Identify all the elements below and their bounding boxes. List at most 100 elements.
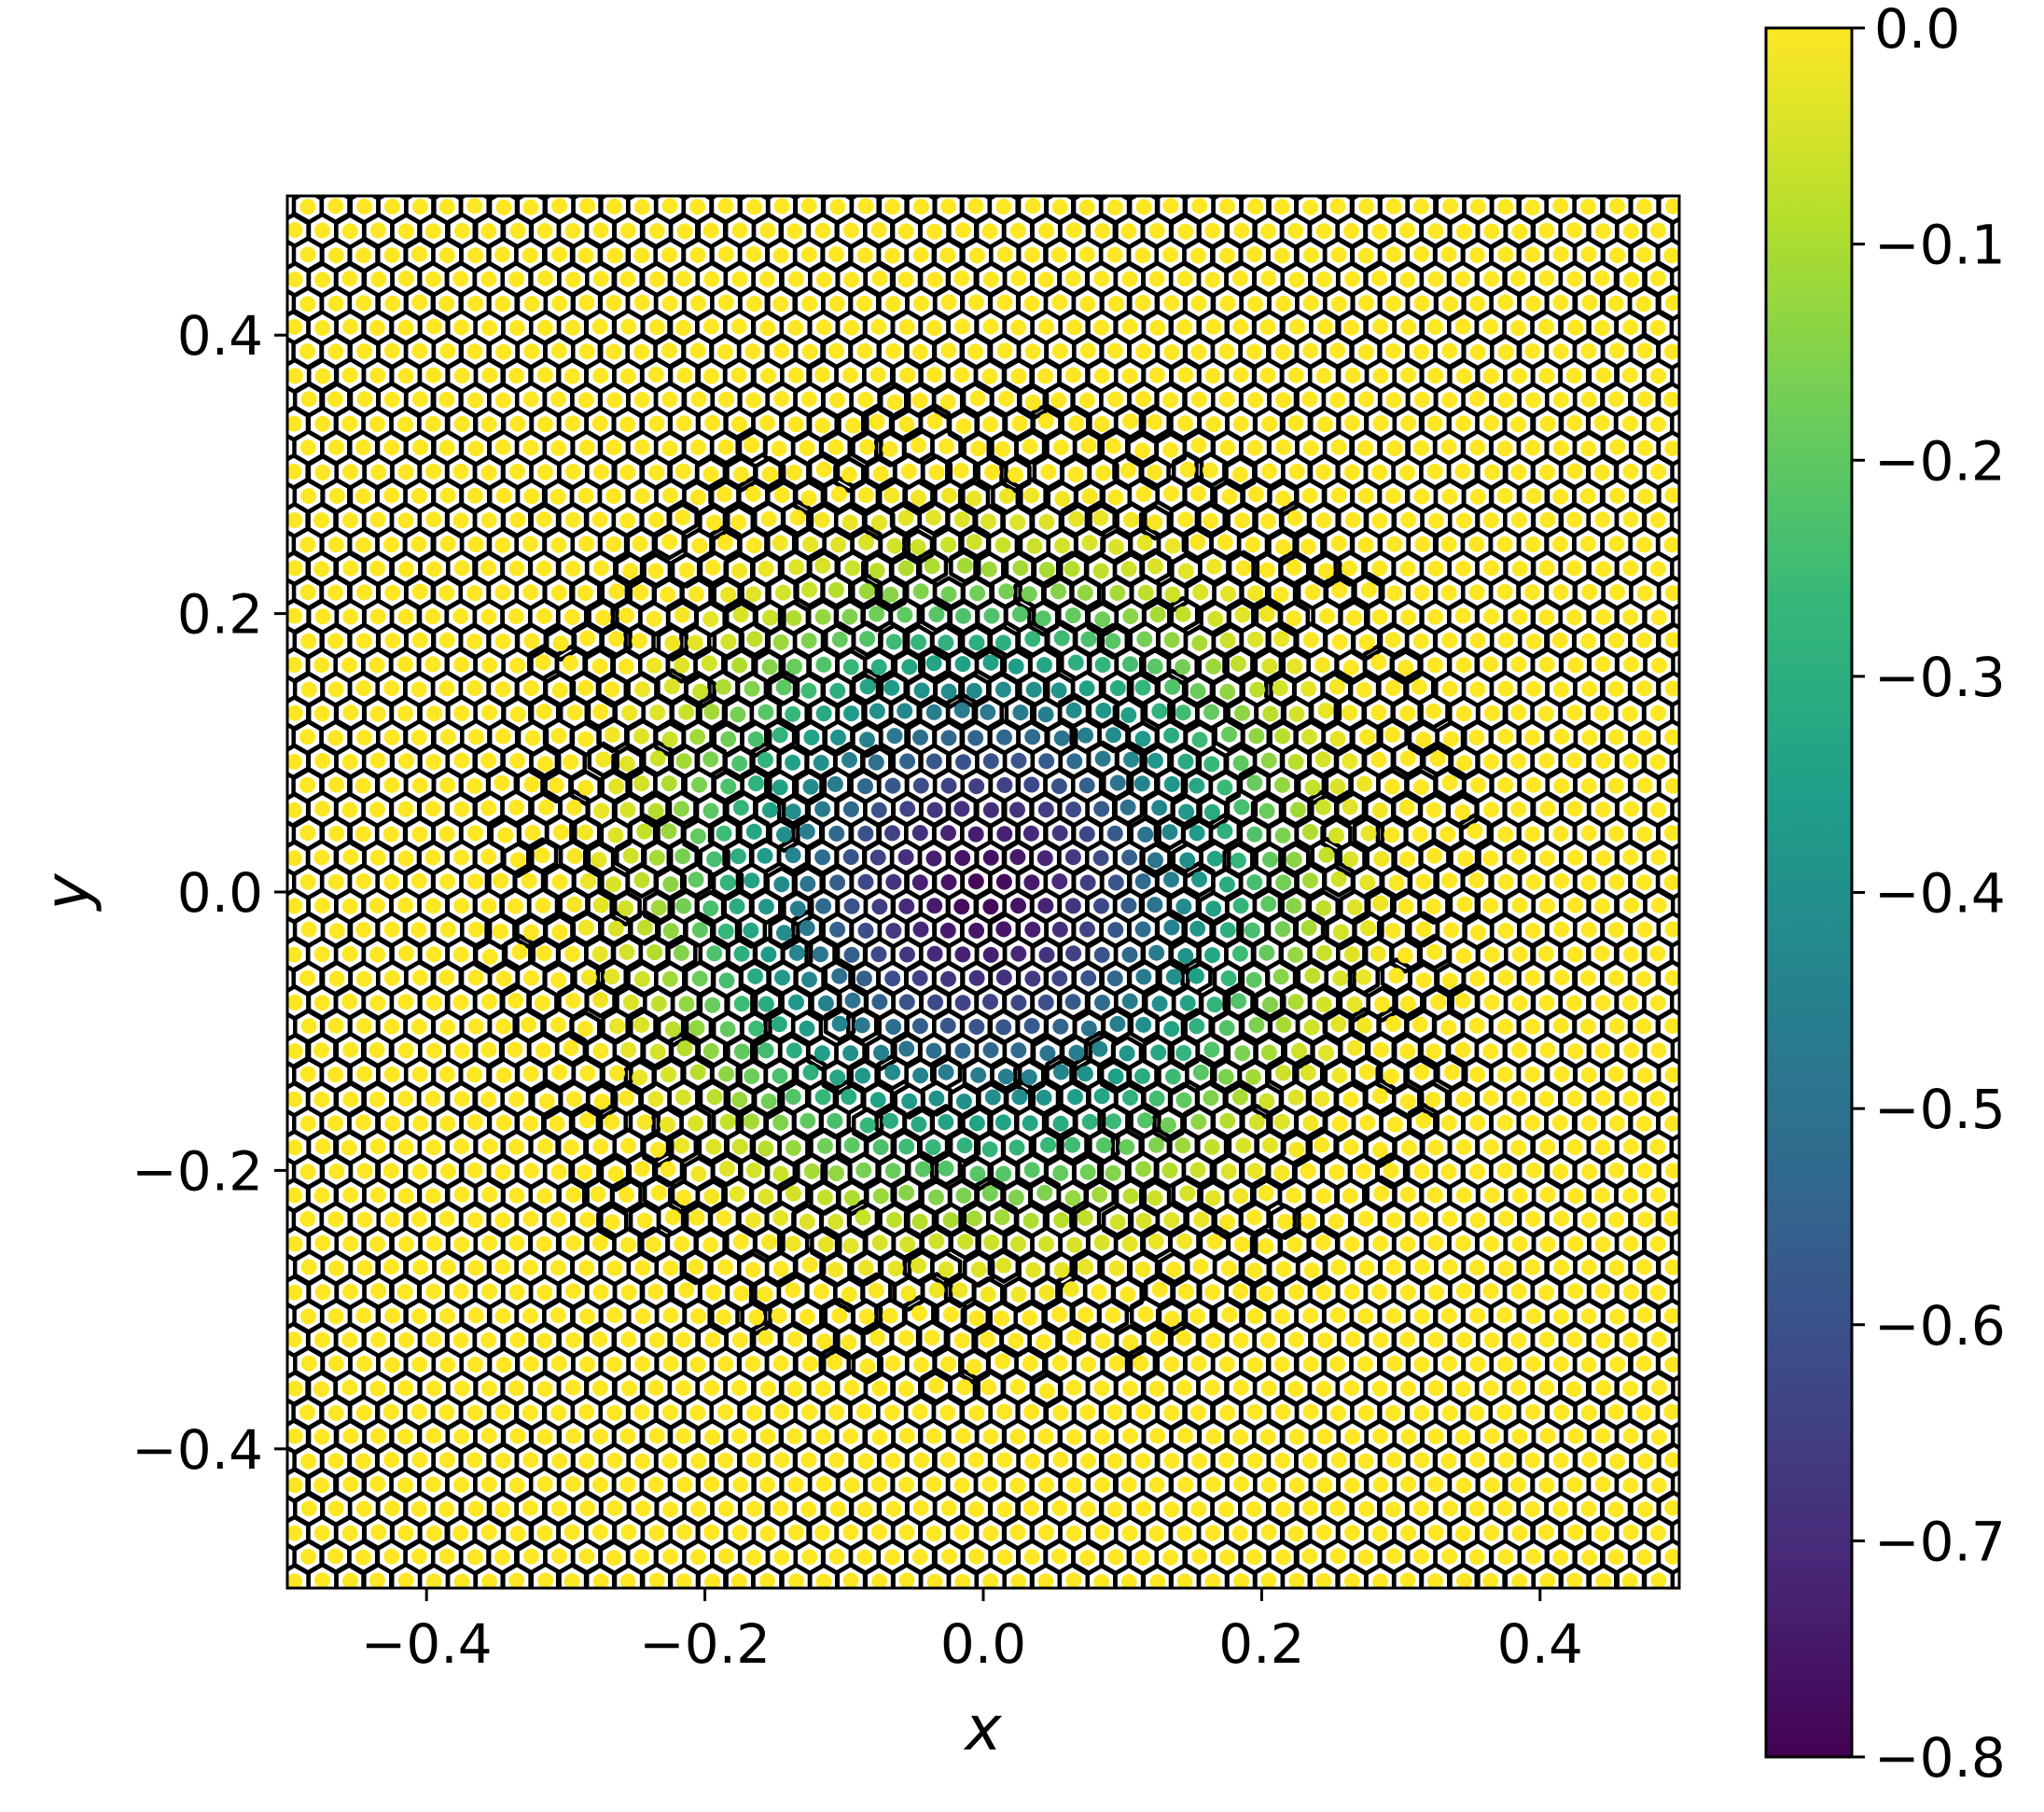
data-point <box>424 1188 441 1205</box>
data-point <box>1163 632 1180 648</box>
data-point <box>788 944 805 961</box>
data-point <box>1038 1525 1055 1540</box>
data-point <box>1566 946 1583 963</box>
data-point <box>566 704 583 721</box>
data-point <box>701 655 717 672</box>
data-point <box>939 1404 956 1421</box>
data-point <box>1483 1187 1500 1204</box>
data-point <box>535 654 551 671</box>
data-point <box>773 1452 790 1469</box>
data-point <box>523 1548 539 1565</box>
data-point <box>967 1452 984 1469</box>
data-point <box>1177 948 1194 964</box>
data-point <box>1149 606 1166 623</box>
data-point <box>398 945 414 962</box>
data-point <box>1636 1211 1653 1228</box>
data-point <box>411 969 428 986</box>
data-point <box>938 634 954 651</box>
data-point <box>1371 608 1388 625</box>
voronoi-cell <box>1392 1083 1425 1121</box>
data-point <box>578 1112 595 1129</box>
data-point <box>579 873 596 889</box>
data-point <box>1454 1526 1471 1541</box>
data-point <box>1133 775 1150 792</box>
data-point <box>1468 872 1485 889</box>
data-point <box>1066 1236 1083 1253</box>
data-point <box>383 969 400 986</box>
data-point <box>300 1453 317 1470</box>
data-point <box>368 801 385 818</box>
data-point <box>424 1091 441 1108</box>
data-point <box>1302 1115 1319 1132</box>
data-point <box>1079 874 1096 891</box>
data-point <box>425 1428 442 1444</box>
data-point <box>549 1115 565 1132</box>
data-point <box>816 1137 833 1154</box>
data-point <box>327 1405 344 1421</box>
data-point <box>801 1549 818 1566</box>
data-point <box>507 1041 523 1058</box>
data-point <box>1300 1065 1316 1081</box>
data-point <box>1232 1188 1249 1205</box>
data-point <box>287 657 302 673</box>
data-point <box>1258 1238 1274 1255</box>
data-point <box>1066 1329 1082 1345</box>
data-point <box>1330 1259 1347 1275</box>
data-point <box>1287 994 1304 1011</box>
data-point <box>1262 1137 1278 1153</box>
data-point <box>745 586 762 603</box>
data-point <box>1342 851 1359 868</box>
data-point <box>1079 1453 1096 1470</box>
data-point <box>522 584 539 601</box>
data-point <box>1161 824 1178 841</box>
data-point <box>467 969 484 986</box>
data-point <box>650 996 667 1012</box>
data-point <box>1415 732 1432 748</box>
data-point <box>1636 730 1653 746</box>
data-point <box>1567 1283 1584 1300</box>
data-point <box>300 1018 317 1035</box>
data-point <box>355 1114 371 1131</box>
data-point <box>955 1094 972 1109</box>
data-point <box>1147 1234 1164 1250</box>
data-point <box>342 1428 359 1444</box>
data-point <box>1134 1549 1151 1566</box>
data-point <box>1219 683 1236 700</box>
data-point <box>773 876 790 893</box>
data-point <box>1373 1185 1390 1202</box>
data-point <box>982 654 999 671</box>
data-point <box>1221 726 1237 743</box>
data-point <box>799 1213 815 1230</box>
data-point <box>1343 1525 1360 1541</box>
data-point <box>1106 970 1123 987</box>
data-point <box>925 1476 942 1493</box>
data-point <box>731 1525 748 1541</box>
data-point <box>1483 704 1500 721</box>
data-point <box>356 1163 373 1179</box>
data-point <box>287 1139 303 1156</box>
data-point <box>563 1139 579 1156</box>
data-point <box>869 703 885 719</box>
data-point <box>552 824 569 841</box>
data-point <box>299 776 315 793</box>
data-point <box>580 969 597 986</box>
data-point <box>787 1476 804 1493</box>
data-point <box>1607 922 1624 939</box>
data-point <box>650 1185 667 1201</box>
data-point <box>1579 969 1596 986</box>
data-point <box>452 1332 469 1348</box>
data-point <box>759 1476 775 1493</box>
data-point <box>1609 1356 1626 1373</box>
data-point <box>1315 997 1332 1012</box>
data-point <box>1176 1428 1193 1444</box>
data-point <box>1134 921 1151 938</box>
data-point <box>1357 1210 1374 1227</box>
data-point <box>732 800 749 816</box>
data-point <box>1067 1089 1083 1106</box>
data-point <box>689 828 706 844</box>
data-point <box>898 1524 915 1540</box>
data-point <box>1106 1404 1123 1420</box>
data-point <box>1650 1477 1667 1494</box>
voronoi-cell <box>1139 842 1172 879</box>
data-point <box>1400 1476 1417 1493</box>
